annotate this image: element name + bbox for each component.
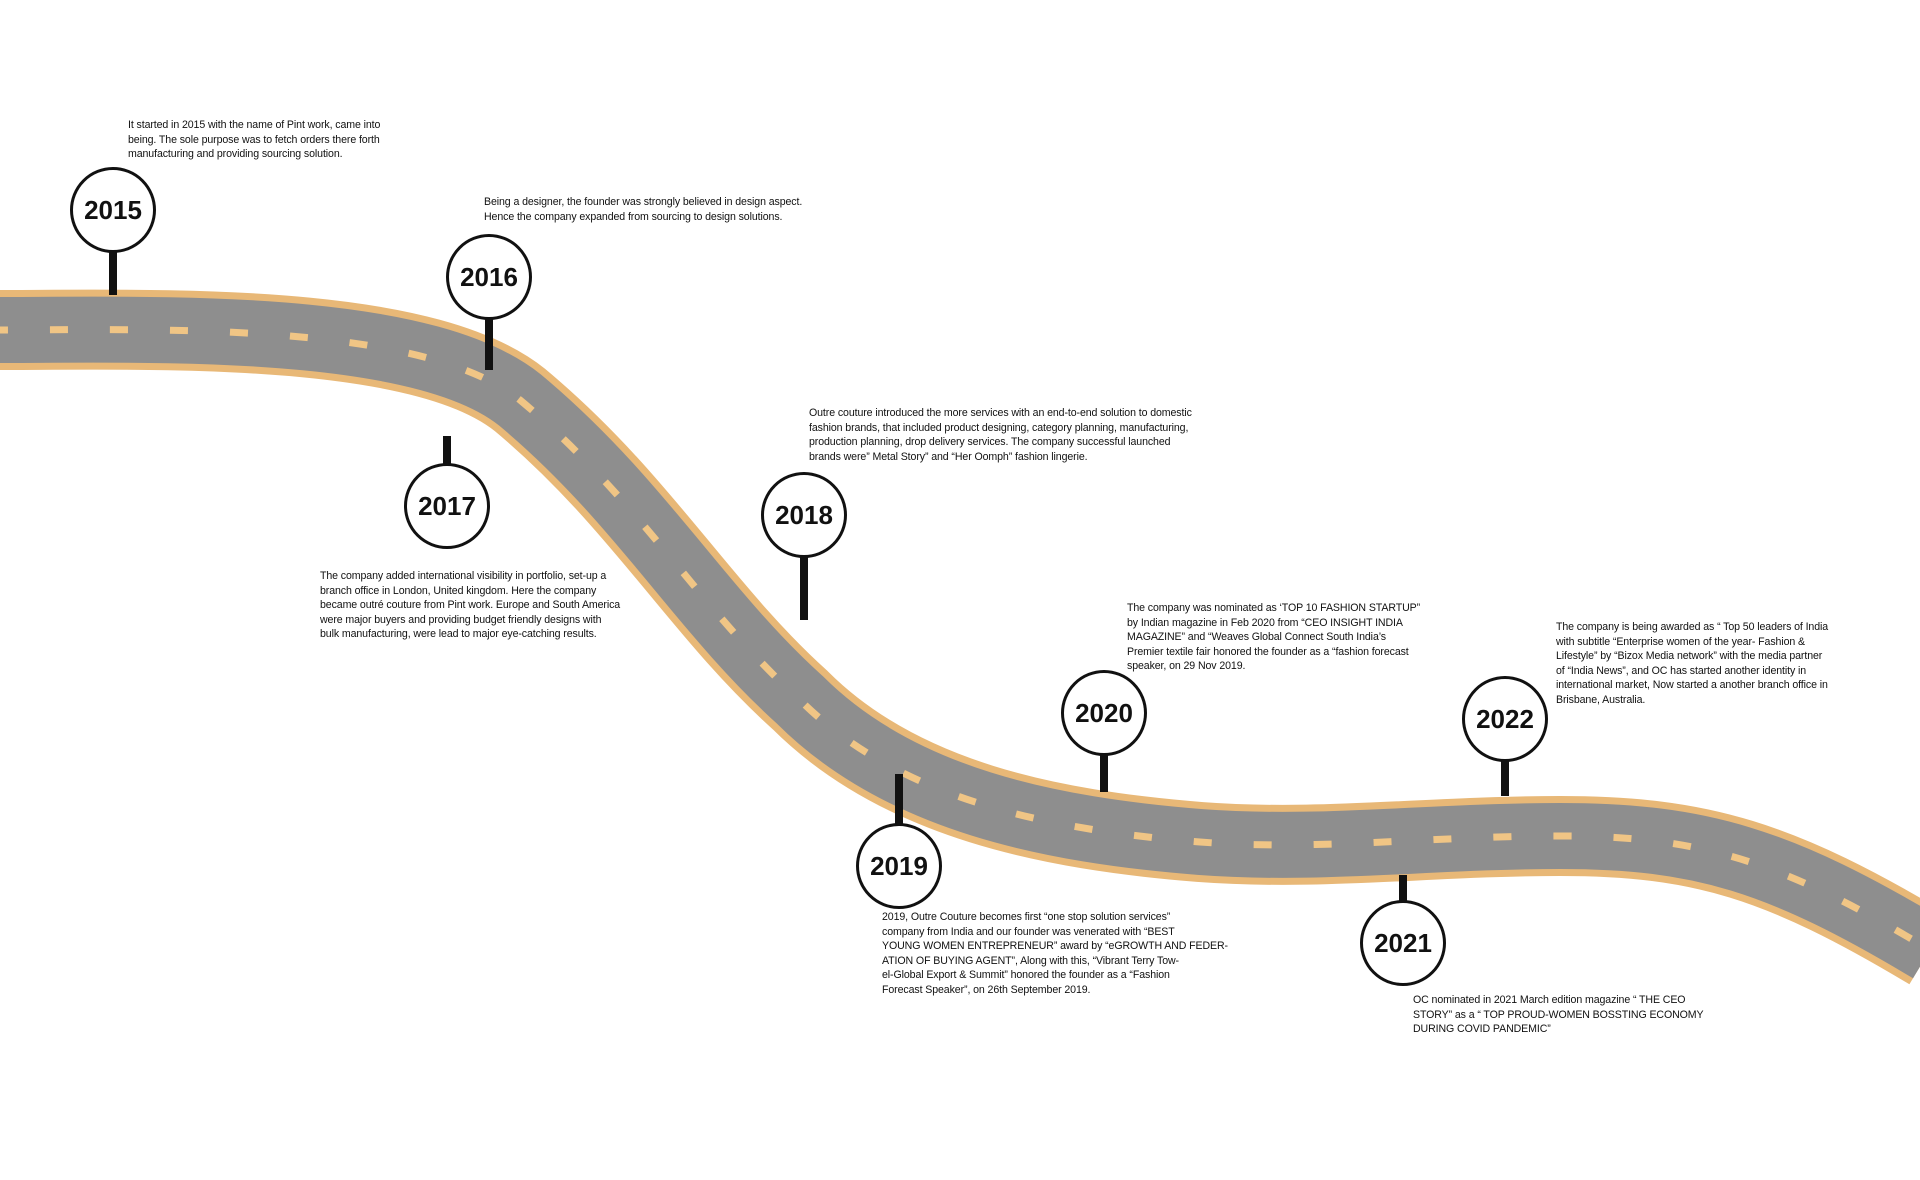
milestone-2019-description: 2019, Outre Couture becomes first “one s…	[882, 911, 1228, 996]
milestone-2015-pin: 2015	[70, 167, 156, 295]
year-badge-2021: 2021	[1360, 900, 1446, 986]
year-badge-2019: 2019	[856, 823, 942, 909]
milestone-2017-description: The company added international visibili…	[320, 570, 621, 641]
milestone-2022-pin: 2022	[1462, 676, 1548, 796]
pin-stem	[1100, 754, 1108, 792]
milestone-2016-pin: 2016	[446, 234, 532, 370]
pin-stem	[1399, 875, 1407, 903]
pin-stem	[443, 436, 451, 466]
milestone-2015-description: It started in 2015 with the name of Pint…	[128, 119, 381, 161]
pin-stem	[109, 251, 117, 295]
year-badge-2022: 2022	[1462, 676, 1548, 762]
milestone-2016-description: Being a designer, the founder was strong…	[484, 196, 803, 223]
pin-stem	[895, 774, 903, 826]
pin-stem	[800, 556, 808, 620]
year-badge-2018: 2018	[761, 472, 847, 558]
year-badge-2020: 2020	[1061, 670, 1147, 756]
pin-stem	[485, 318, 493, 370]
milestone-2018-description: Outre couture introduced the more servic…	[809, 407, 1192, 463]
milestone-2021-pin: 2021	[1360, 875, 1446, 986]
milestone-2022-description: The company is being awarded as “ Top 50…	[1556, 621, 1829, 706]
milestone-2021-description: OC nominated in 2021 March edition magaz…	[1413, 994, 1704, 1036]
milestone-2018-pin: 2018	[761, 472, 847, 620]
milestone-2019-pin: 2019	[856, 774, 942, 909]
milestone-2020-description: The company was nominated as ‘TOP 10 FAS…	[1127, 602, 1421, 673]
milestone-2017-pin: 2017	[404, 436, 490, 549]
road-surface	[0, 296, 1920, 979]
pin-stem	[1501, 760, 1509, 796]
milestone-2020-pin: 2020	[1061, 670, 1147, 792]
year-badge-2016: 2016	[446, 234, 532, 320]
year-badge-2017: 2017	[404, 463, 490, 549]
year-badge-2015: 2015	[70, 167, 156, 253]
